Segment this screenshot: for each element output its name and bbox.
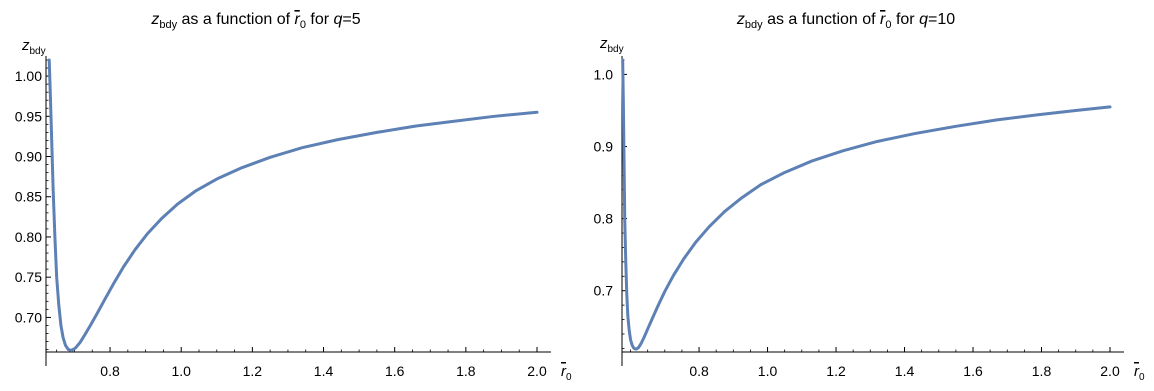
chart-title: zbdy as a function of r0 for q=5 — [150, 11, 360, 31]
title-param: r — [880, 11, 886, 28]
ylabel-var: z — [21, 37, 30, 54]
xlabel-var: r — [1134, 363, 1140, 380]
ylabel-sub: bdy — [30, 46, 46, 57]
title-q: q — [334, 11, 343, 28]
x-tick-label: 1.2 — [826, 363, 846, 379]
x-tick-label: 1.6 — [963, 363, 983, 379]
y-tick-label: 0.9 — [594, 139, 614, 155]
y-tick-label: 0.80 — [15, 229, 42, 245]
y-tick-label: 1.0 — [594, 66, 614, 82]
y-axis-label: zbdy — [599, 35, 624, 55]
title-for: for — [892, 11, 920, 28]
xlabel-sub: 0 — [1139, 372, 1145, 383]
title-var-sub: bdy — [159, 19, 177, 31]
title-var: z — [150, 11, 159, 28]
y-axis-label: zbdy — [21, 37, 46, 57]
ylabel-sub: bdy — [608, 44, 624, 55]
x-tick-label: 0.8 — [689, 363, 709, 379]
y-tick-label: 0.8 — [594, 211, 614, 227]
x-tick-label: 1.0 — [171, 363, 191, 379]
xlabel-sub: 0 — [566, 372, 572, 383]
ylabel-var: z — [599, 35, 608, 52]
y-tick-label: 0.90 — [15, 149, 42, 165]
title-middle: as a function of — [763, 11, 880, 28]
x-tick-label: 0.8 — [100, 363, 120, 379]
xlabel-var: r — [561, 363, 567, 380]
x-tick-label: 1.2 — [243, 363, 263, 379]
x-axis-label: r0 — [1134, 363, 1145, 383]
x-tick-label: 2.0 — [1100, 363, 1120, 379]
title-q: q — [919, 11, 928, 28]
title-var: z — [736, 11, 745, 28]
y-tick-label: 1.00 — [15, 68, 42, 84]
title-param-sub: 0 — [300, 19, 306, 31]
y-tick-label: 0.7 — [594, 283, 614, 299]
title-for: for — [306, 11, 334, 28]
x-tick-label: 1.4 — [314, 363, 334, 379]
title-q-value: =5 — [342, 11, 360, 28]
title-param: r — [294, 11, 300, 28]
title-var-sub: bdy — [745, 19, 763, 31]
chart-title: zbdy as a function of r0 for q=10 — [736, 11, 955, 31]
x-tick-label: 2.0 — [527, 363, 547, 379]
x-tick-label: 1.8 — [1032, 363, 1052, 379]
x-axis-label: r0 — [561, 363, 572, 383]
title-param-sub: 0 — [885, 19, 891, 31]
x-tick-label: 1.4 — [895, 363, 915, 379]
series-line — [621, 58, 1112, 351]
y-tick-label: 0.95 — [15, 108, 42, 124]
title-middle: as a function of — [177, 11, 294, 28]
y-tick-label: 0.70 — [15, 309, 42, 325]
title-q-value: =10 — [928, 11, 955, 28]
chart-panel-q10: zbdy as a function of r0 for q=10 zbdy r… — [594, 11, 1145, 383]
x-tick-label: 1.0 — [758, 363, 778, 379]
chart-panel-q5: zbdy as a function of r0 for q=5 zbdy r0… — [15, 11, 572, 383]
x-tick-label: 1.6 — [385, 363, 405, 379]
series-line — [47, 58, 539, 352]
y-tick-label: 0.85 — [15, 189, 42, 205]
x-tick-label: 1.8 — [456, 363, 476, 379]
y-tick-label: 0.75 — [15, 269, 42, 285]
